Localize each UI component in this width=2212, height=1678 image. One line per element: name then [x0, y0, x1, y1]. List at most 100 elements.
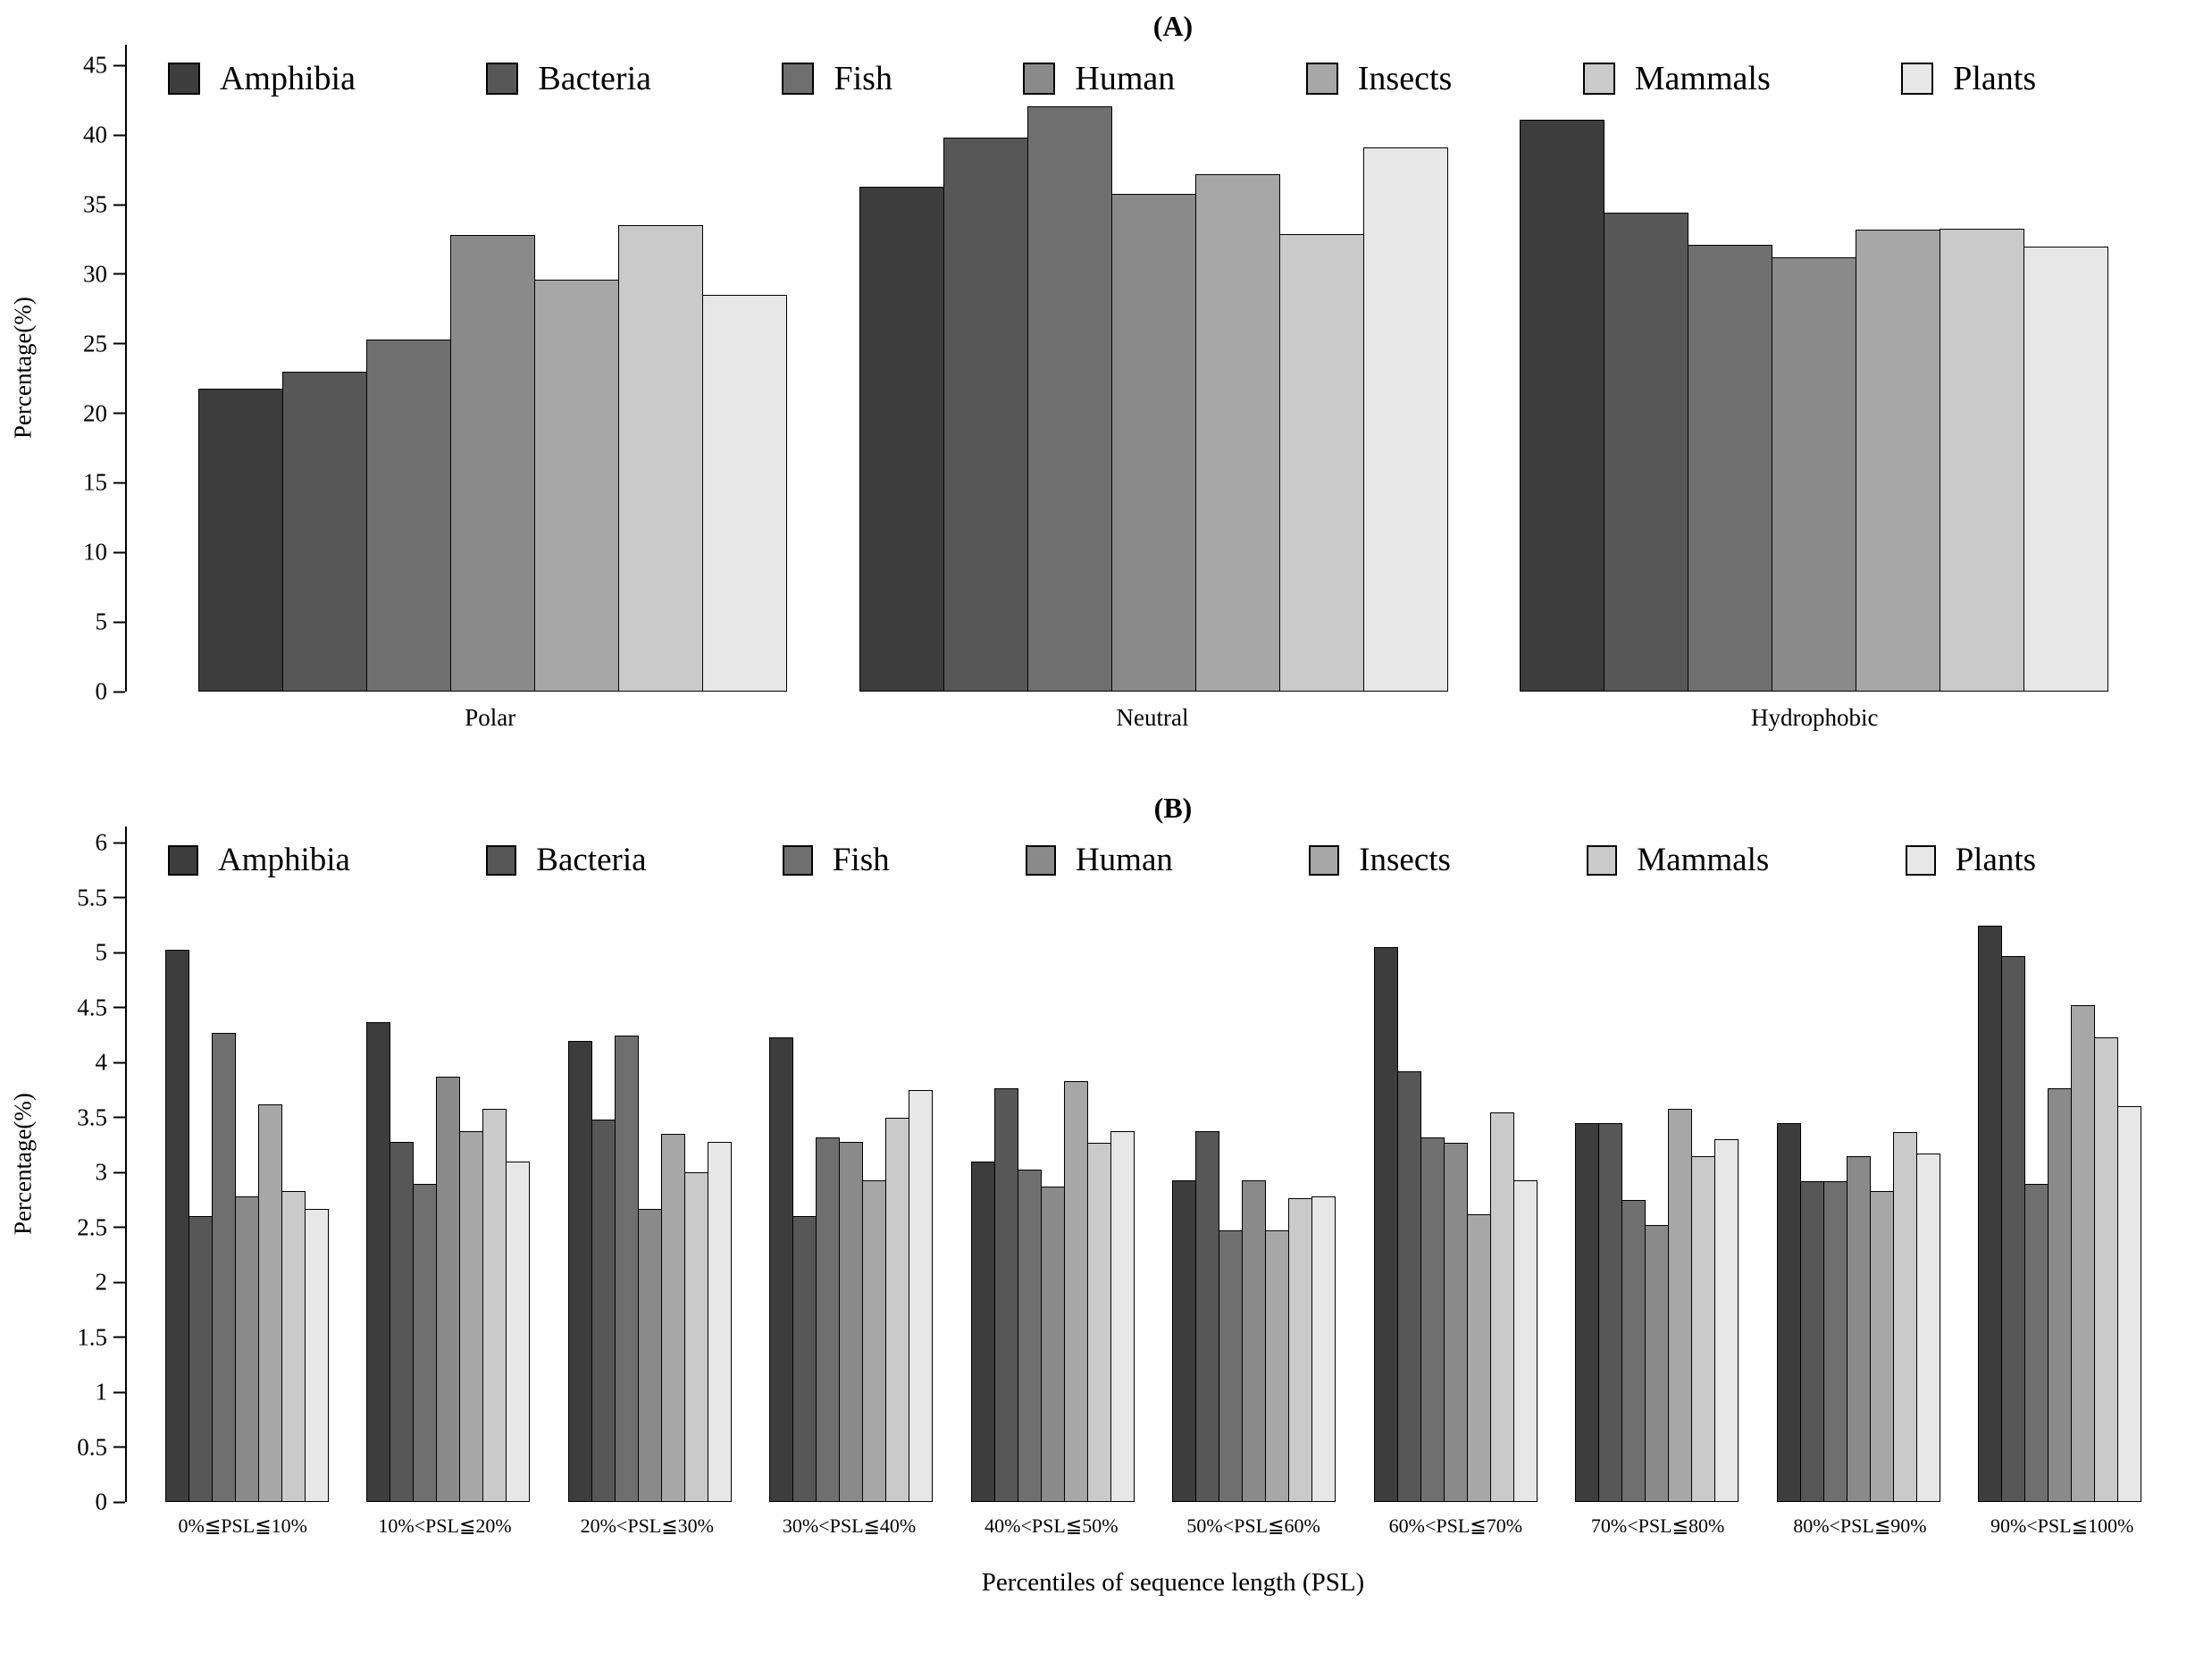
y-tick: 0	[96, 678, 125, 706]
x-category-label: 20%<PSL≦30%	[580, 1514, 714, 1537]
panel-b-plot-area: Amphibia Bacteria Fish Human Insects Mammals P…	[125, 826, 2180, 1502]
y-tick: 20	[83, 399, 125, 427]
bar-fish	[1420, 1137, 1445, 1502]
y-tick-label: 0.5	[77, 1433, 107, 1461]
legend-swatch-icon	[1582, 63, 1615, 95]
bar-insects	[862, 1179, 887, 1502]
legend-label: Fish	[834, 60, 892, 97]
bar-fish	[1219, 1230, 1244, 1502]
bar-bacteria	[188, 1216, 213, 1502]
legend-swatch-icon	[486, 63, 519, 95]
legend-label: Plants	[1953, 60, 2037, 97]
bar-human	[234, 1196, 259, 1502]
bar-human	[1242, 1179, 1267, 1502]
bar-group	[1172, 1130, 1336, 1502]
x-category-label: 70%<PSL≦80%	[1590, 1514, 1725, 1537]
bar-mammals	[2094, 1037, 2119, 1502]
bar-group	[1373, 947, 1538, 1502]
bar-insects	[2071, 1005, 2096, 1502]
panel-b-x-axis-categories: 0%≦PSL≦10% 10%<PSL≦20% 20%<PSL≦30% 30%<PSL≦…	[125, 1514, 2180, 1538]
y-tick: 3	[95, 1158, 125, 1187]
panel-a-plot-column: Amphibia Bacteria Fish Human Insects Mammals P…	[125, 45, 2180, 732]
bar-group	[769, 1037, 934, 1502]
bar-amphibia	[859, 186, 944, 692]
bar-fish	[614, 1035, 639, 1502]
bar-human	[436, 1077, 461, 1502]
x-category-label: Neutral	[1116, 704, 1189, 731]
legend-swatch-icon	[1025, 844, 1056, 876]
panel-a-title: (A)	[1152, 10, 1194, 42]
x-category-label: 10%<PSL≦20%	[378, 1514, 512, 1537]
legend-item-bacteria: Bacteria	[486, 841, 647, 879]
legend-swatch-icon	[1023, 63, 1056, 95]
y-tick-label: 5	[95, 608, 108, 635]
y-tick: 5	[96, 939, 125, 967]
y-tick: 0	[96, 1489, 125, 1516]
bar-insects	[257, 1104, 282, 1502]
y-tick-label: 3.5	[77, 1103, 107, 1131]
bar-insects	[1466, 1213, 1491, 1502]
bar-insects	[534, 280, 620, 692]
y-tick-label: 45	[83, 51, 107, 79]
bar-plants	[1362, 147, 1448, 692]
bar-bacteria	[943, 138, 1028, 692]
bar-insects	[1855, 230, 1940, 692]
x-category-label: 40%<PSL≦50%	[985, 1514, 1119, 1537]
bar-plants	[2023, 246, 2108, 692]
y-tick-mark	[113, 1336, 125, 1338]
x-category-label: 50%<PSL≦60%	[1186, 1514, 1320, 1537]
legend-swatch-icon	[1905, 844, 1936, 876]
panel-b-chart-area: Percentage(%) 0 0.5 1 1.5 2 2.5 3 3.5 4 4.5 5 5.5 6 …	[0, 826, 2212, 1538]
bar-human	[839, 1141, 864, 1502]
bar-human	[1443, 1143, 1468, 1502]
y-tick-label: 35	[83, 190, 107, 218]
panel-b-y-axis-label: Percentage(%)	[9, 1093, 37, 1236]
bar-plants	[909, 1090, 934, 1502]
y-tick: 25	[83, 330, 125, 357]
legend-label: Amphibia	[219, 60, 356, 97]
y-tick: 4	[96, 1049, 125, 1077]
legend-swatch-icon	[1587, 844, 1618, 876]
bar-plants	[1714, 1139, 1739, 1502]
bar-bacteria	[1396, 1071, 1421, 1502]
y-tick-mark	[113, 1006, 125, 1009]
x-category-label: 0%≦PSL≦10%	[178, 1514, 307, 1537]
bar-plants	[304, 1208, 329, 1502]
bar-mammals	[683, 1172, 708, 1502]
y-tick-mark	[113, 1281, 125, 1284]
y-tick-mark	[113, 342, 125, 345]
y-tick-mark	[113, 412, 125, 415]
legend-item-insects: Insects	[1305, 59, 1452, 98]
y-tick-label: 1.5	[77, 1323, 107, 1351]
bar-human	[1110, 193, 1196, 692]
bar-amphibia	[567, 1040, 592, 1502]
bar-insects	[1869, 1191, 1894, 1502]
bar-insects	[1668, 1108, 1693, 1502]
y-tick-mark	[113, 842, 125, 844]
y-tick-label: 3	[95, 1158, 108, 1186]
legend-item-fish: Fish	[782, 841, 890, 879]
bar-bacteria	[591, 1120, 616, 1502]
bar-bacteria	[792, 1216, 817, 1502]
y-tick-mark	[113, 1226, 125, 1229]
panel-a-y-axis: 0 5 10 15 20 25 30 35 40 45	[46, 45, 125, 705]
y-tick: 1.5	[77, 1323, 125, 1351]
bar-plants	[2117, 1106, 2142, 1502]
bar-group	[164, 949, 329, 1502]
bar-amphibia	[1519, 120, 1605, 692]
bar-fish	[1621, 1199, 1646, 1502]
y-tick-label: 10	[83, 538, 107, 566]
x-category-label: 30%<PSL≦40%	[782, 1514, 917, 1537]
x-category-label: 60%<PSL≦70%	[1388, 1514, 1523, 1537]
y-tick: 6	[96, 829, 125, 857]
y-tick-mark	[113, 621, 125, 624]
legend-swatch-icon	[782, 63, 815, 95]
y-tick-mark	[113, 1446, 125, 1448]
legend-item-mammals: Mammals	[1587, 841, 1769, 879]
legend-swatch-icon	[167, 63, 200, 95]
bar-group	[567, 1035, 732, 1502]
y-tick-mark	[113, 551, 125, 554]
bar-bacteria	[1195, 1130, 1220, 1502]
bar-bacteria	[282, 371, 368, 692]
legend-label: Mammals	[1634, 60, 1771, 97]
